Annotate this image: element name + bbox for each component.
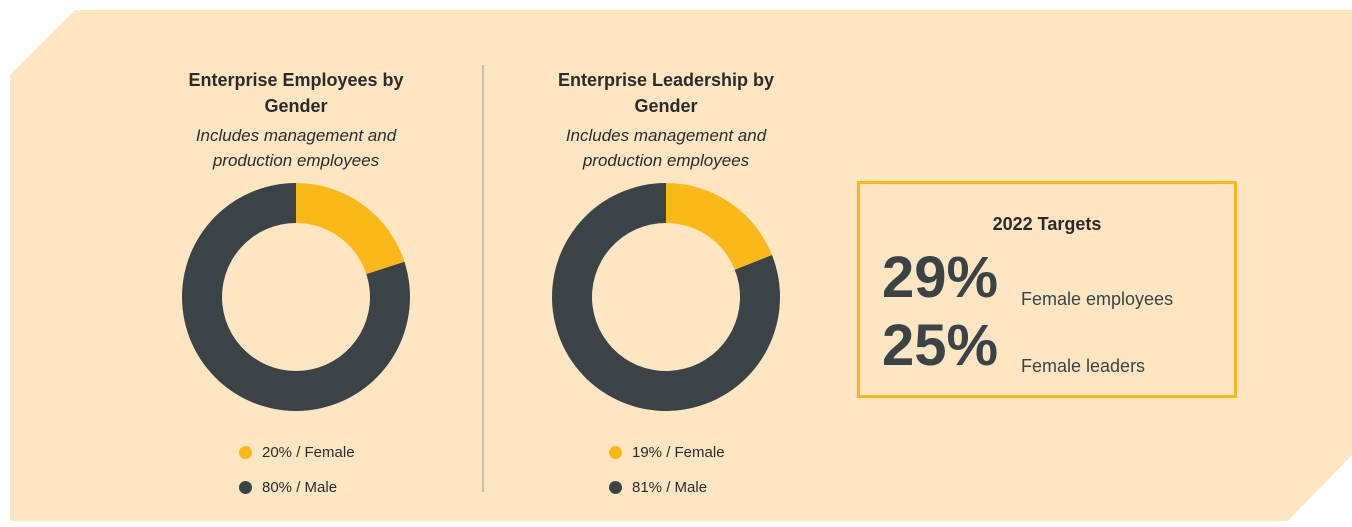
legend-swatch — [239, 446, 252, 459]
legend-label: 19% / Female — [632, 444, 725, 461]
targets-box: 2022 Targets 29% Female employees 25% Femal… — [857, 181, 1237, 398]
target-label: Female employees — [1021, 289, 1174, 309]
donut-segment — [296, 183, 405, 275]
target-value: 25% — [882, 313, 999, 378]
donut-segment — [552, 182, 780, 411]
targets-title: 2022 Targets — [992, 214, 1102, 234]
target-label: Female leaders — [1021, 356, 1146, 376]
chart-subtitle: Includes management and production emplo… — [565, 126, 767, 170]
target-value: 29% — [882, 245, 999, 310]
legend-swatch — [239, 481, 252, 494]
chart-subtitle: Includes management and production emplo… — [195, 126, 397, 170]
donut-segment — [666, 183, 772, 270]
donut-segment — [182, 183, 410, 411]
chart-title: Enterprise Employees by Gender — [188, 70, 404, 116]
legend-label: 20% / Female — [262, 444, 355, 461]
legend-label: 81% / Male — [632, 479, 708, 496]
legend-swatch — [609, 446, 622, 459]
chart-title: Enterprise Leadership by Gender — [557, 70, 775, 116]
legend-swatch — [609, 481, 622, 494]
legend-label: 80% / Male — [262, 479, 338, 496]
